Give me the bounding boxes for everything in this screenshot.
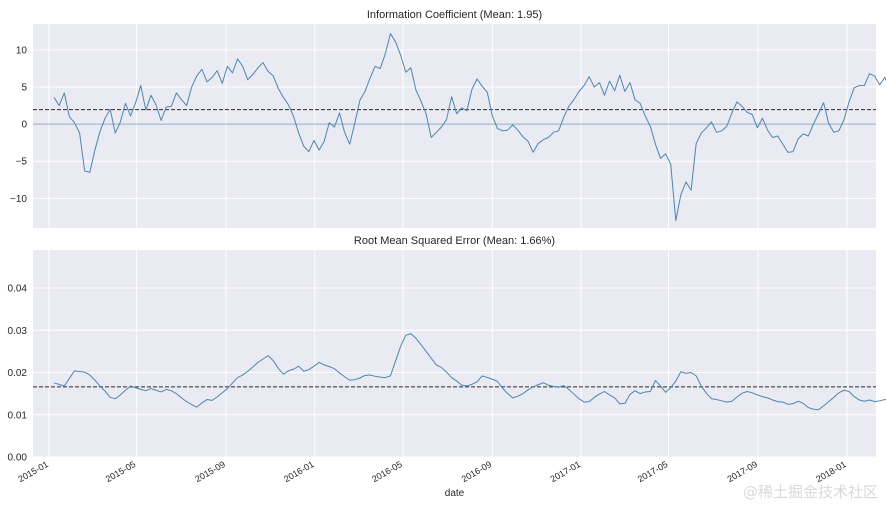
x-tick-label: 2017-05 (636, 459, 670, 484)
x-tick-label: 2015-09 (193, 459, 227, 484)
rmse-panel: 0.000.010.020.030.04 2015-01 2015-05 2015-… (8, 235, 886, 499)
ic-plot-background (33, 24, 876, 228)
y-tick-label: 5 (21, 83, 27, 94)
ic-chart-title: Information Coefficient (Mean: 1.95) (367, 9, 542, 21)
y-tick-label: 10 (16, 45, 28, 56)
x-axis-label: date (445, 488, 465, 499)
x-tick-label: 2016-01 (282, 459, 316, 484)
y-tick-label: 0.00 (8, 453, 28, 464)
rmse-series-line (53, 333, 886, 411)
rmse-x-ticks: 2015-01 2015-05 2015-09 2016-01 2016-05 2016-… (16, 459, 847, 484)
y-tick-label: 0.01 (8, 410, 28, 421)
rmse-y-ticks: 0.00 0.01 0.02 0.03 0.04 (8, 284, 28, 464)
x-tick-label: 2016-09 (460, 459, 494, 484)
x-tick-label: 2017-01 (549, 459, 583, 484)
y-tick-label: 0.04 (8, 284, 28, 295)
y-tick-label: 0.03 (8, 326, 28, 337)
rmse-plot-background (33, 250, 876, 457)
ic-panel: −10 −5 0 5 10 Information Coefficient (Mean:… (10, 9, 886, 228)
x-tick-label: 2016-05 (370, 459, 404, 484)
x-tick-label: 2015-05 (104, 459, 138, 484)
y-tick-label: 0 (21, 120, 27, 131)
y-tick-label: −10 (10, 194, 27, 205)
watermark: @稀土掘金技术社区 (742, 483, 878, 501)
rmse-grid (33, 250, 876, 458)
y-tick-label: 0.02 (8, 368, 28, 379)
ic-series-line (53, 33, 886, 222)
ic-reference-lines (33, 109, 876, 125)
ic-y-ticks: −10 −5 0 5 10 (10, 45, 27, 204)
rmse-chart-title: Root Mean Squared Error (Mean: 1.66%) (354, 235, 555, 247)
y-tick-label: −5 (16, 157, 28, 168)
